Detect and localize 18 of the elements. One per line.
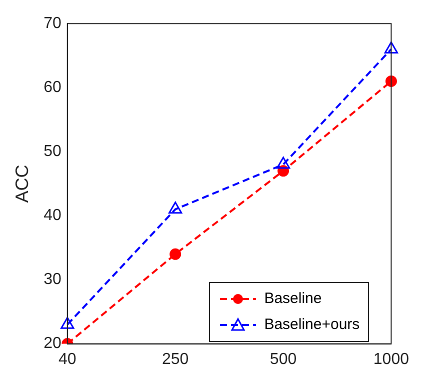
point bbox=[385, 75, 397, 87]
y-tick-label: 30 bbox=[44, 271, 62, 288]
x-tick-label: 1000 bbox=[373, 350, 410, 368]
x-tick-label: 500 bbox=[270, 350, 297, 368]
point bbox=[60, 316, 74, 329]
legend-label: Baseline+ours bbox=[264, 316, 360, 334]
y-tick-label: 70 bbox=[44, 15, 62, 32]
y-tick-label: 40 bbox=[44, 207, 62, 224]
y-tick-label: 50 bbox=[44, 143, 62, 160]
point bbox=[384, 41, 398, 54]
y-tick-label: 60 bbox=[44, 79, 62, 96]
point bbox=[276, 156, 290, 169]
point bbox=[168, 202, 182, 214]
y-axis-title: ACC bbox=[12, 164, 32, 203]
y-tick-label: 20 bbox=[44, 335, 62, 352]
legend-label: Baseline bbox=[264, 290, 322, 308]
x-tick-label: 250 bbox=[162, 350, 189, 368]
x-tick-label: 40 bbox=[58, 350, 76, 368]
